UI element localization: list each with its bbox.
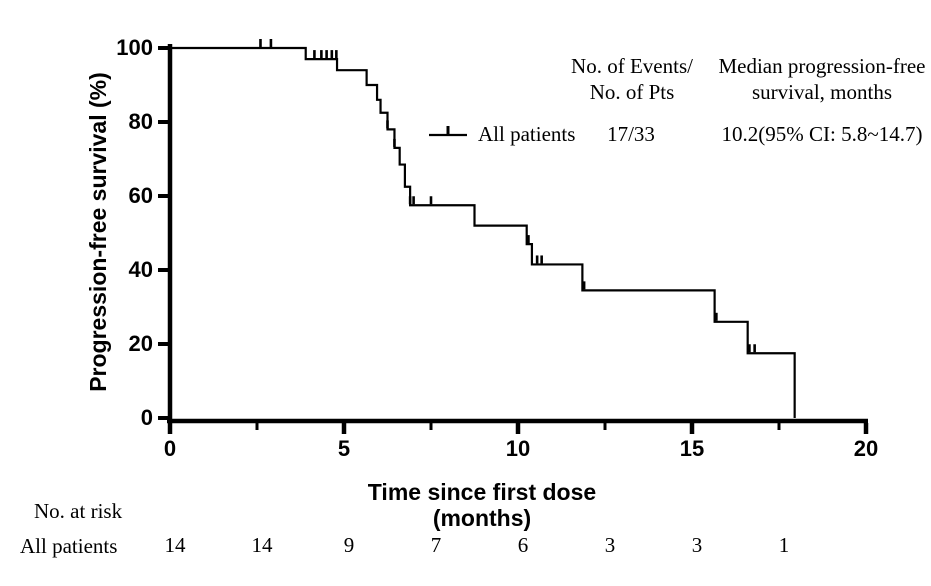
x-tick-label: 5 [337,436,351,461]
risk-table-value: 3 [691,533,703,557]
risk-table-value: 6 [517,533,529,557]
risk-table-value: 14 [251,533,273,557]
risk-table-value: 1 [778,533,790,557]
y-tick-label: 40 [128,257,153,282]
y-tick-label: 60 [128,183,153,208]
x-tick-label: 0 [163,436,177,461]
legend-events-header-line2: No. of Pts [589,80,675,104]
risk-table-value: 9 [343,533,355,557]
y-tick-label: 80 [128,109,153,134]
y-tick-label: 20 [128,331,153,356]
risk-table-title: No. at risk [34,499,123,523]
x-tick-label: 10 [505,436,531,461]
x-tick-label: 20 [853,436,879,461]
legend-events-value: 17/33 [607,122,655,146]
legend-series-label: All patients [478,122,576,146]
legend-events-header-line1: No. of Events/ [571,54,693,78]
legend-median-header-line2: survival, months [752,80,892,104]
x-axis-title: Time since first dose (months) [367,479,597,531]
risk-table-value: 7 [430,533,442,557]
y-axis-title: Progression-free survival (%) [85,72,111,392]
legend-median-value: 10.2(95% CI: 5.8~14.7) [721,122,923,146]
risk-table-value: 14 [164,533,186,557]
y-tick-label: 100 [116,35,153,60]
legend-median-header-line1: Median progression-free [718,54,926,78]
risk-table-row-label: All patients [20,534,118,558]
risk-table-value: 3 [604,533,616,557]
km-curve-all-patients [170,46,796,418]
x-tick-label: 15 [679,436,705,461]
y-tick-label: 0 [140,405,153,430]
